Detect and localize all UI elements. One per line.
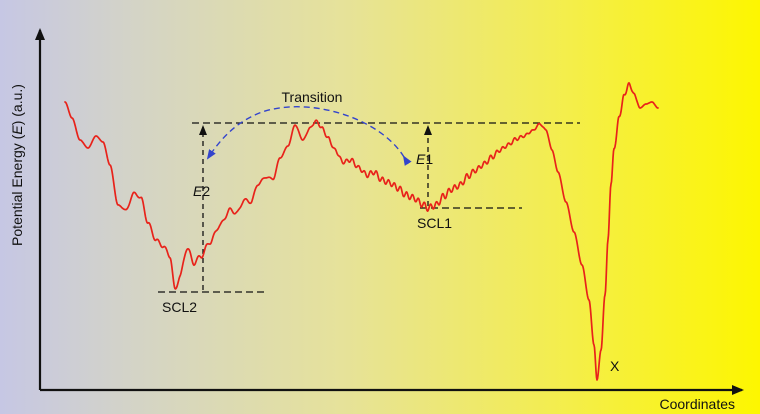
energy-curve: [64, 82, 659, 381]
global-minimum-label: X: [610, 358, 620, 374]
scl1-label: SCL1: [417, 215, 452, 231]
e1-label: E1: [416, 151, 433, 167]
y-axis-label: Potential Energy (E) (a.u.): [9, 84, 25, 246]
e2-label: E2: [193, 183, 210, 199]
transition-arrow: [206, 106, 412, 166]
x-axis-label: Coordinates: [660, 396, 736, 412]
transition-label: Transition: [282, 89, 343, 105]
scl2-label: SCL2: [162, 299, 197, 315]
